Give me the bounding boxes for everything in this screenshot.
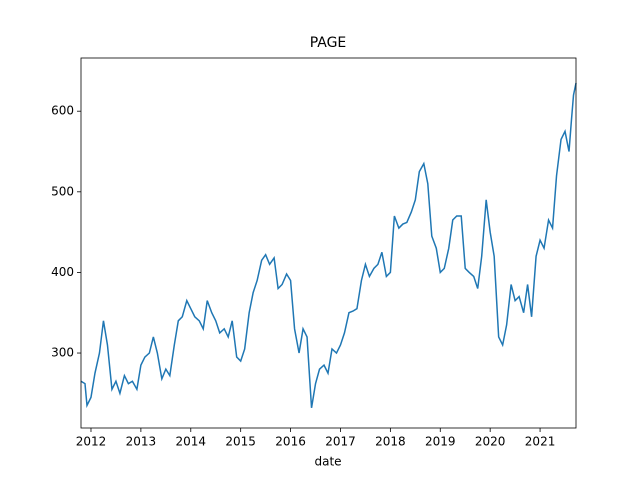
plot-frame [80, 57, 577, 429]
x-tick-label: 2016 [275, 435, 306, 449]
y-tick-label: 300 [51, 346, 74, 360]
x-tick-label: 2013 [126, 435, 157, 449]
x-tick-label: 2021 [525, 435, 556, 449]
y-tick-label: 600 [51, 104, 74, 118]
x-tick-label: 2018 [375, 435, 406, 449]
chart-title: PAGE [310, 35, 347, 51]
x-tick-label: 2017 [325, 435, 356, 449]
y-tick-label: 400 [51, 265, 74, 279]
x-tick-label: 2019 [425, 435, 456, 449]
x-tick-label: 2012 [76, 435, 107, 449]
x-tick-label: 2015 [225, 435, 256, 449]
y-tick-label: 500 [51, 184, 74, 198]
x-tick-label: 2020 [475, 435, 506, 449]
x-axis-label: date [314, 455, 341, 469]
line-series [80, 82, 577, 409]
x-tick-label: 2014 [176, 435, 207, 449]
